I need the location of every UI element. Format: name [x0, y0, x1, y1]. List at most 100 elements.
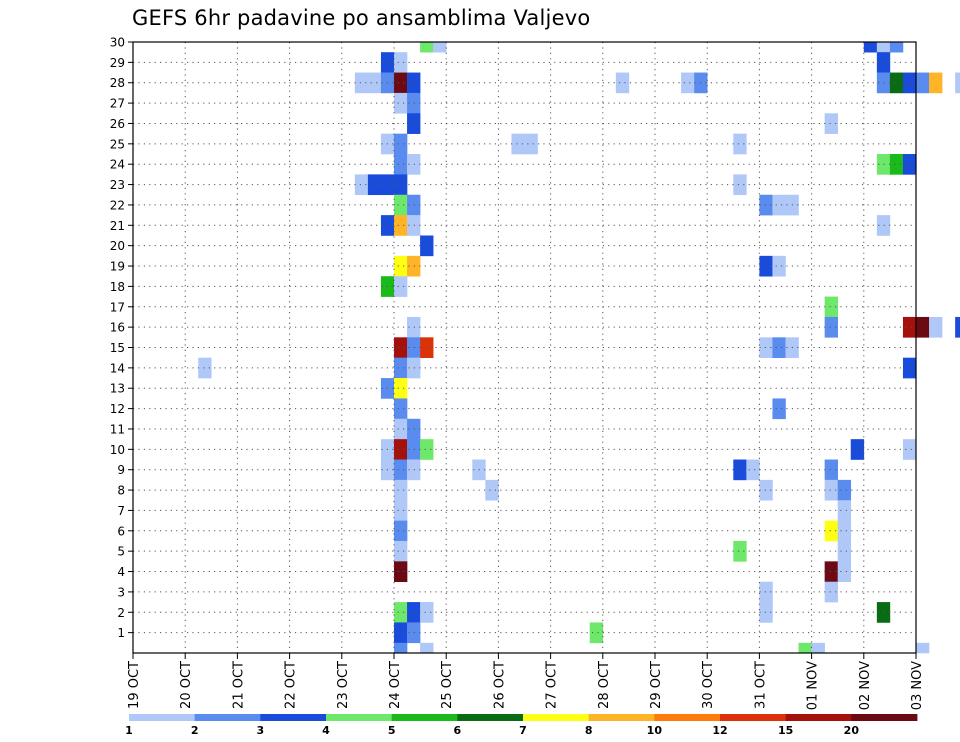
heatmap-cell — [759, 602, 773, 623]
heatmap-cell — [407, 357, 421, 379]
heatmap-cell — [824, 479, 838, 501]
y-tick-label: 16 — [110, 321, 125, 335]
heatmap-cell — [420, 602, 434, 623]
heatmap-cell — [394, 174, 408, 196]
heatmap-cell — [902, 154, 917, 175]
heatmap-cell — [916, 316, 930, 338]
heatmap-cell — [407, 154, 421, 175]
heatmap-cell — [759, 337, 773, 358]
y-tick-label: 11 — [110, 422, 125, 436]
heatmap-cell — [824, 459, 838, 481]
heatmap-cell — [394, 337, 408, 358]
x-tick-label: 27 OCT — [545, 661, 560, 709]
x-tick-label: 29 OCT — [649, 661, 664, 709]
y-tick-label: 25 — [110, 137, 125, 151]
heatmap-cell — [420, 337, 434, 358]
heatmap-cell — [902, 72, 917, 94]
colorbar-segment — [588, 714, 655, 721]
x-tick-label: 23 OCT — [336, 661, 351, 709]
colorbar-label: 20 — [844, 724, 860, 737]
heatmap-cell — [407, 255, 421, 277]
y-tick-label: 22 — [110, 198, 125, 212]
heatmap-cell — [955, 72, 960, 94]
y-tick-label: 28 — [110, 76, 125, 90]
heatmap-cell — [407, 72, 421, 94]
heatmap-cell — [837, 540, 852, 562]
heatmap-cell — [824, 520, 838, 542]
x-tick-label: 30 OCT — [701, 661, 716, 709]
heatmap-cell — [876, 154, 891, 175]
heatmap-cell — [733, 174, 747, 196]
heatmap-cell — [394, 459, 408, 481]
heatmap-cell — [824, 296, 838, 318]
x-tick-label: 26 OCT — [492, 661, 507, 709]
heatmap-cell — [394, 561, 408, 583]
heatmap-cell — [889, 42, 904, 53]
colorbar-segment — [457, 714, 524, 721]
heatmap-cell — [433, 42, 447, 53]
y-tick-label: 3 — [117, 585, 125, 599]
x-tick-label: 20 OCT — [179, 661, 194, 709]
y-tick-label: 26 — [110, 117, 125, 131]
y-tick-label: 7 — [117, 504, 125, 518]
x-tick-label: 22 OCT — [284, 661, 299, 709]
heatmap-cell — [394, 642, 408, 654]
colorbar-segment — [654, 714, 721, 721]
heatmap-cell — [929, 316, 943, 338]
heatmap-cell — [759, 581, 773, 603]
heatmap-cell — [511, 133, 525, 155]
y-tick-label: 2 — [117, 606, 125, 620]
y-tick-label: 24 — [110, 158, 125, 172]
heatmap-cell — [772, 194, 786, 216]
heatmap-cell — [407, 215, 421, 236]
y-tick-label: 17 — [110, 300, 125, 314]
x-tick-label: 24 OCT — [388, 661, 403, 709]
grid-lines — [133, 41, 916, 653]
heatmap-cell — [772, 255, 786, 277]
heatmap-cell — [420, 42, 434, 53]
colorbar-label: 12 — [712, 724, 727, 737]
heatmap-cell — [420, 235, 434, 257]
x-tick-label: 31 OCT — [753, 661, 768, 709]
heatmap-cell — [198, 357, 212, 379]
heatmap-cell — [407, 439, 421, 460]
heatmap-cell — [876, 52, 891, 73]
colorbar-label: 10 — [647, 724, 663, 737]
y-tick-label: 29 — [110, 56, 125, 70]
y-axis-ticks: 1234567891011121314151617181920212223242… — [110, 36, 133, 640]
heatmap-cell — [420, 439, 434, 460]
y-tick-label: 20 — [110, 239, 125, 253]
heatmap-cell — [394, 378, 408, 399]
heatmap-cell — [394, 357, 408, 379]
heatmap-cell — [394, 133, 408, 155]
heatmap-cell — [772, 398, 786, 420]
heatmap-cell — [824, 561, 838, 583]
heatmap-cell — [876, 602, 891, 623]
heatmap-cell — [407, 459, 421, 481]
heatmap-cell — [759, 479, 773, 501]
colorbar-label: 15 — [778, 724, 793, 737]
heatmap-cell — [837, 500, 852, 521]
heatmap-cell — [772, 337, 786, 358]
y-tick-label: 23 — [110, 178, 125, 192]
x-axis-ticks: 19 OCT 20 OCT 21 OCT 22 OCT 23 OCT 24 OCT 25 O… — [127, 653, 925, 710]
heatmap-cell — [916, 72, 930, 94]
colorbar-segment — [851, 714, 918, 721]
heatmap-cell — [394, 72, 408, 94]
colorbar-label: 3 — [257, 724, 265, 737]
heatmap-cell — [394, 479, 408, 501]
heatmap-cell — [902, 357, 917, 379]
y-tick-label: 10 — [110, 443, 125, 457]
colorbar-label: 8 — [585, 724, 593, 737]
heatmap-cell — [367, 72, 382, 94]
heatmap-cell — [889, 72, 904, 94]
y-tick-label: 9 — [117, 463, 125, 477]
heatmap-cell — [407, 622, 421, 644]
heatmap-cell — [407, 113, 421, 134]
colorbar-label: 6 — [454, 724, 462, 737]
heatmap-cell — [902, 316, 917, 338]
colorbar-label: 4 — [322, 724, 330, 737]
heatmap-cell — [407, 316, 421, 338]
heatmap-cell — [889, 154, 904, 175]
x-tick-label: 28 OCT — [597, 661, 612, 709]
